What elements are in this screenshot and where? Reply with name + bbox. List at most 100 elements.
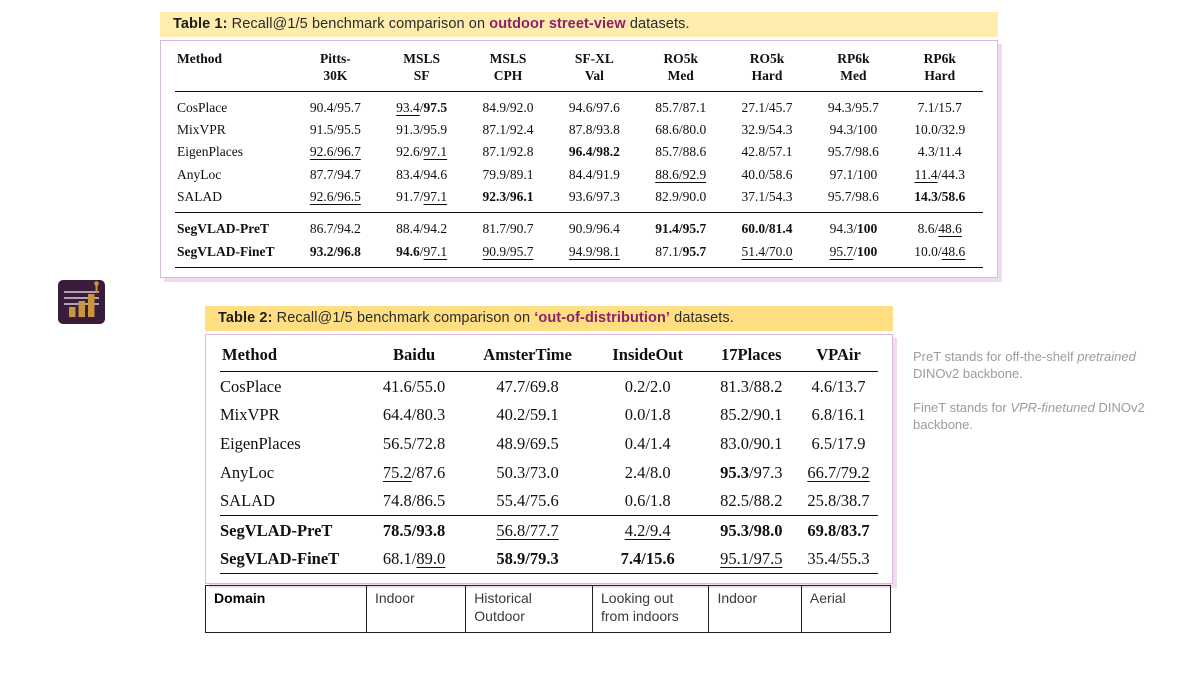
table1-caption-suffix: datasets. (625, 16, 690, 32)
value-cell: 93.6/97.3 (568, 188, 620, 204)
value-cell: 7.4/15.6 (620, 549, 675, 569)
domain-table: Domain Indoor Historical Outdoor Looking ou… (205, 585, 892, 633)
value-cell: 56.5/72.8 (382, 433, 446, 453)
method-cell: SALAD (177, 188, 223, 204)
value-cell: 40.2/59.1 (496, 405, 559, 425)
table1-caption: Table 1: Recall@1/5 benchmark comparison… (160, 12, 998, 37)
column-header: RP6k Med (837, 51, 870, 84)
table2-caption-emphasis: ‘out-of-distribution’ (534, 310, 671, 326)
domain-row: Domain Indoor Historical Outdoor Looking ou… (205, 585, 892, 633)
domain-table-section: Domain Indoor Historical Outdoor Looking ou… (205, 585, 892, 633)
value-cell: 93.4/97.5 (396, 99, 448, 115)
table-row: CosPlace 90.4/95.7 93.4/97.5 84.9/92.0 94.6/… (175, 91, 983, 118)
table2-section: Table 2: Recall@1/5 benchmark comparison… (205, 306, 893, 585)
value-cell: 55.4/75.6 (496, 491, 559, 511)
value-cell: 97.1/100 (829, 166, 878, 182)
value-cell: 0.2/2.0 (624, 376, 671, 396)
domain-header-cell: Domain (205, 585, 367, 633)
value-cell: 6.8/16.1 (811, 405, 866, 425)
value-cell: 95.1/97.5 (720, 549, 783, 569)
column-header: MSLS CPH (489, 51, 527, 84)
table2-header: Method Baidu AmsterTime InsideOut 17Places VP… (220, 343, 878, 372)
table2-caption: Table 2: Recall@1/5 benchmark comparison… (205, 306, 893, 331)
table1-caption-emphasis: outdoor street-view (489, 16, 626, 32)
value-cell: 82.9/90.0 (655, 188, 707, 204)
table-row: AnyLoc 87.7/94.7 83.4/94.6 79.9/89.1 84.4/91… (175, 163, 983, 185)
domain-cell: Historical Outdoor (465, 585, 593, 633)
column-header: 17Places (721, 345, 782, 364)
column-header: RP6k Hard (923, 51, 956, 84)
value-cell: 90.9/96.4 (551, 212, 638, 241)
value-cell: 83.4/94.6 (396, 166, 448, 182)
value-cell: 92.3/96.1 (482, 188, 534, 204)
value-cell: 10.0/32.9 (914, 121, 966, 137)
note-finet-suffix: DINOv2 backbone. (913, 400, 1145, 433)
value-cell: 10.0/48.6 (914, 243, 966, 259)
value-cell: 87.7/94.7 (309, 166, 361, 182)
value-cell: 14.3/58.6 (914, 188, 966, 204)
column-header: VPAir (816, 345, 861, 364)
value-cell: 60.0/81.4 (723, 212, 811, 241)
value-cell: 92.6/96.7 (309, 144, 361, 160)
note-finet-text: FineT stands for (913, 400, 1011, 416)
value-cell: 35.4/55.3 (807, 549, 870, 569)
table-row: MixVPR 64.4/80.3 40.2/59.1 0.0/1.8 85.2/90.1… (220, 401, 878, 430)
value-cell: 87.8/93.8 (568, 121, 620, 137)
header-row: Method Pitts- 30K MSLS SF MSLS CPH SF-XL Val RO5k… (175, 49, 983, 92)
value-cell: 91.7/97.1 (396, 188, 448, 204)
column-header: Pitts- 30K (319, 51, 351, 84)
value-cell: 96.4/98.2 (568, 144, 620, 160)
method-cell: SegVLAD-PreT (175, 212, 293, 241)
table-row: MixVPR 91.5/95.5 91.3/95.9 87.1/92.4 87.8/93… (175, 118, 983, 140)
method-cell: EigenPlaces (177, 144, 243, 160)
value-cell: 82.5/88.2 (720, 491, 783, 511)
column-header: InsideOut (612, 345, 683, 364)
value-cell: 91.4/95.7 (637, 212, 724, 241)
header-row: Method Baidu AmsterTime InsideOut 17Places VP… (220, 343, 878, 372)
value-cell: 91.3/95.9 (396, 121, 448, 137)
value-cell: 47.7/69.8 (496, 376, 559, 396)
value-cell: 68.1/89.0 (382, 549, 446, 569)
table1-caption-text: Recall@1/5 benchmark comparison on (227, 16, 490, 32)
table2-benchmark-table: Method Baidu AmsterTime InsideOut 17Places VP… (220, 343, 878, 575)
value-cell: 94.3/95.7 (827, 99, 879, 115)
value-cell: 69.8/83.7 (799, 515, 878, 545)
note-pret-text: PreT stands for off-the-shelf (913, 349, 1078, 364)
method-cell: SegVLAD-PreT (220, 515, 365, 545)
value-cell: 91.5/95.5 (309, 121, 361, 137)
bar-chart-icon (57, 276, 109, 328)
value-cell: 0.4/1.4 (624, 433, 671, 453)
value-cell: 4.3/11.4 (917, 144, 962, 160)
value-cell: 48.9/69.5 (496, 433, 559, 453)
table1-benchmark-table: Method Pitts- 30K MSLS SF MSLS CPH SF-XL Val RO5k… (175, 49, 983, 269)
table-row: SegVLAD-PreT 78.5/93.8 56.8/77.7 4.2/9.4 95.… (220, 515, 878, 545)
value-cell: 94.3/100 (810, 212, 897, 241)
value-cell: 74.8/86.5 (382, 491, 446, 511)
column-header: AmsterTime (483, 345, 572, 364)
value-cell: 11.4/44.3 (914, 166, 966, 182)
value-cell: 88.6/92.9 (655, 166, 707, 182)
note-pret-emphasis: pretrained (1077, 349, 1136, 364)
table-row: AnyLoc 75.2/87.6 50.3/73.0 2.4/8.0 95.3/97.3… (220, 458, 878, 487)
table1-header: Method Pitts- 30K MSLS SF MSLS CPH SF-XL Val RO5k… (175, 49, 983, 92)
domain-cell: Aerial (800, 585, 892, 633)
table-row: SegVLAD-PreT 86.7/94.2 88.4/94.2 81.7/90.7 9… (175, 212, 983, 241)
method-cell: SegVLAD-FineT (177, 243, 275, 259)
domain-cell: Looking out from indoors (591, 585, 710, 633)
value-cell: 0.0/1.8 (624, 405, 671, 425)
value-cell: 94.6/97.6 (568, 99, 620, 115)
method-cell: SegVLAD-FineT (220, 549, 340, 569)
value-cell: 90.9/95.7 (482, 243, 534, 259)
table-row: SALAD 92.6/96.5 91.7/97.1 92.3/96.1 93.6/97.… (175, 185, 983, 212)
domain-cell: Indoor (365, 585, 467, 633)
value-cell: 66.7/79.2 (807, 462, 870, 482)
value-cell: 81.7/90.7 (464, 212, 552, 241)
value-cell: 94.6/97.1 (396, 243, 448, 259)
value-cell: 94.3/100 (829, 121, 878, 137)
value-cell: 93.2/96.8 (309, 243, 361, 259)
value-cell: 92.6/97.1 (396, 144, 448, 160)
table-row: SegVLAD-FineT 68.1/89.0 58.9/79.3 7.4/15.6 9… (220, 545, 878, 574)
note-finet-emphasis: VPR-finetuned (1010, 400, 1095, 416)
table2-caption-label: Table 2: (218, 310, 273, 326)
table2-caption-suffix: datasets. (670, 310, 734, 326)
